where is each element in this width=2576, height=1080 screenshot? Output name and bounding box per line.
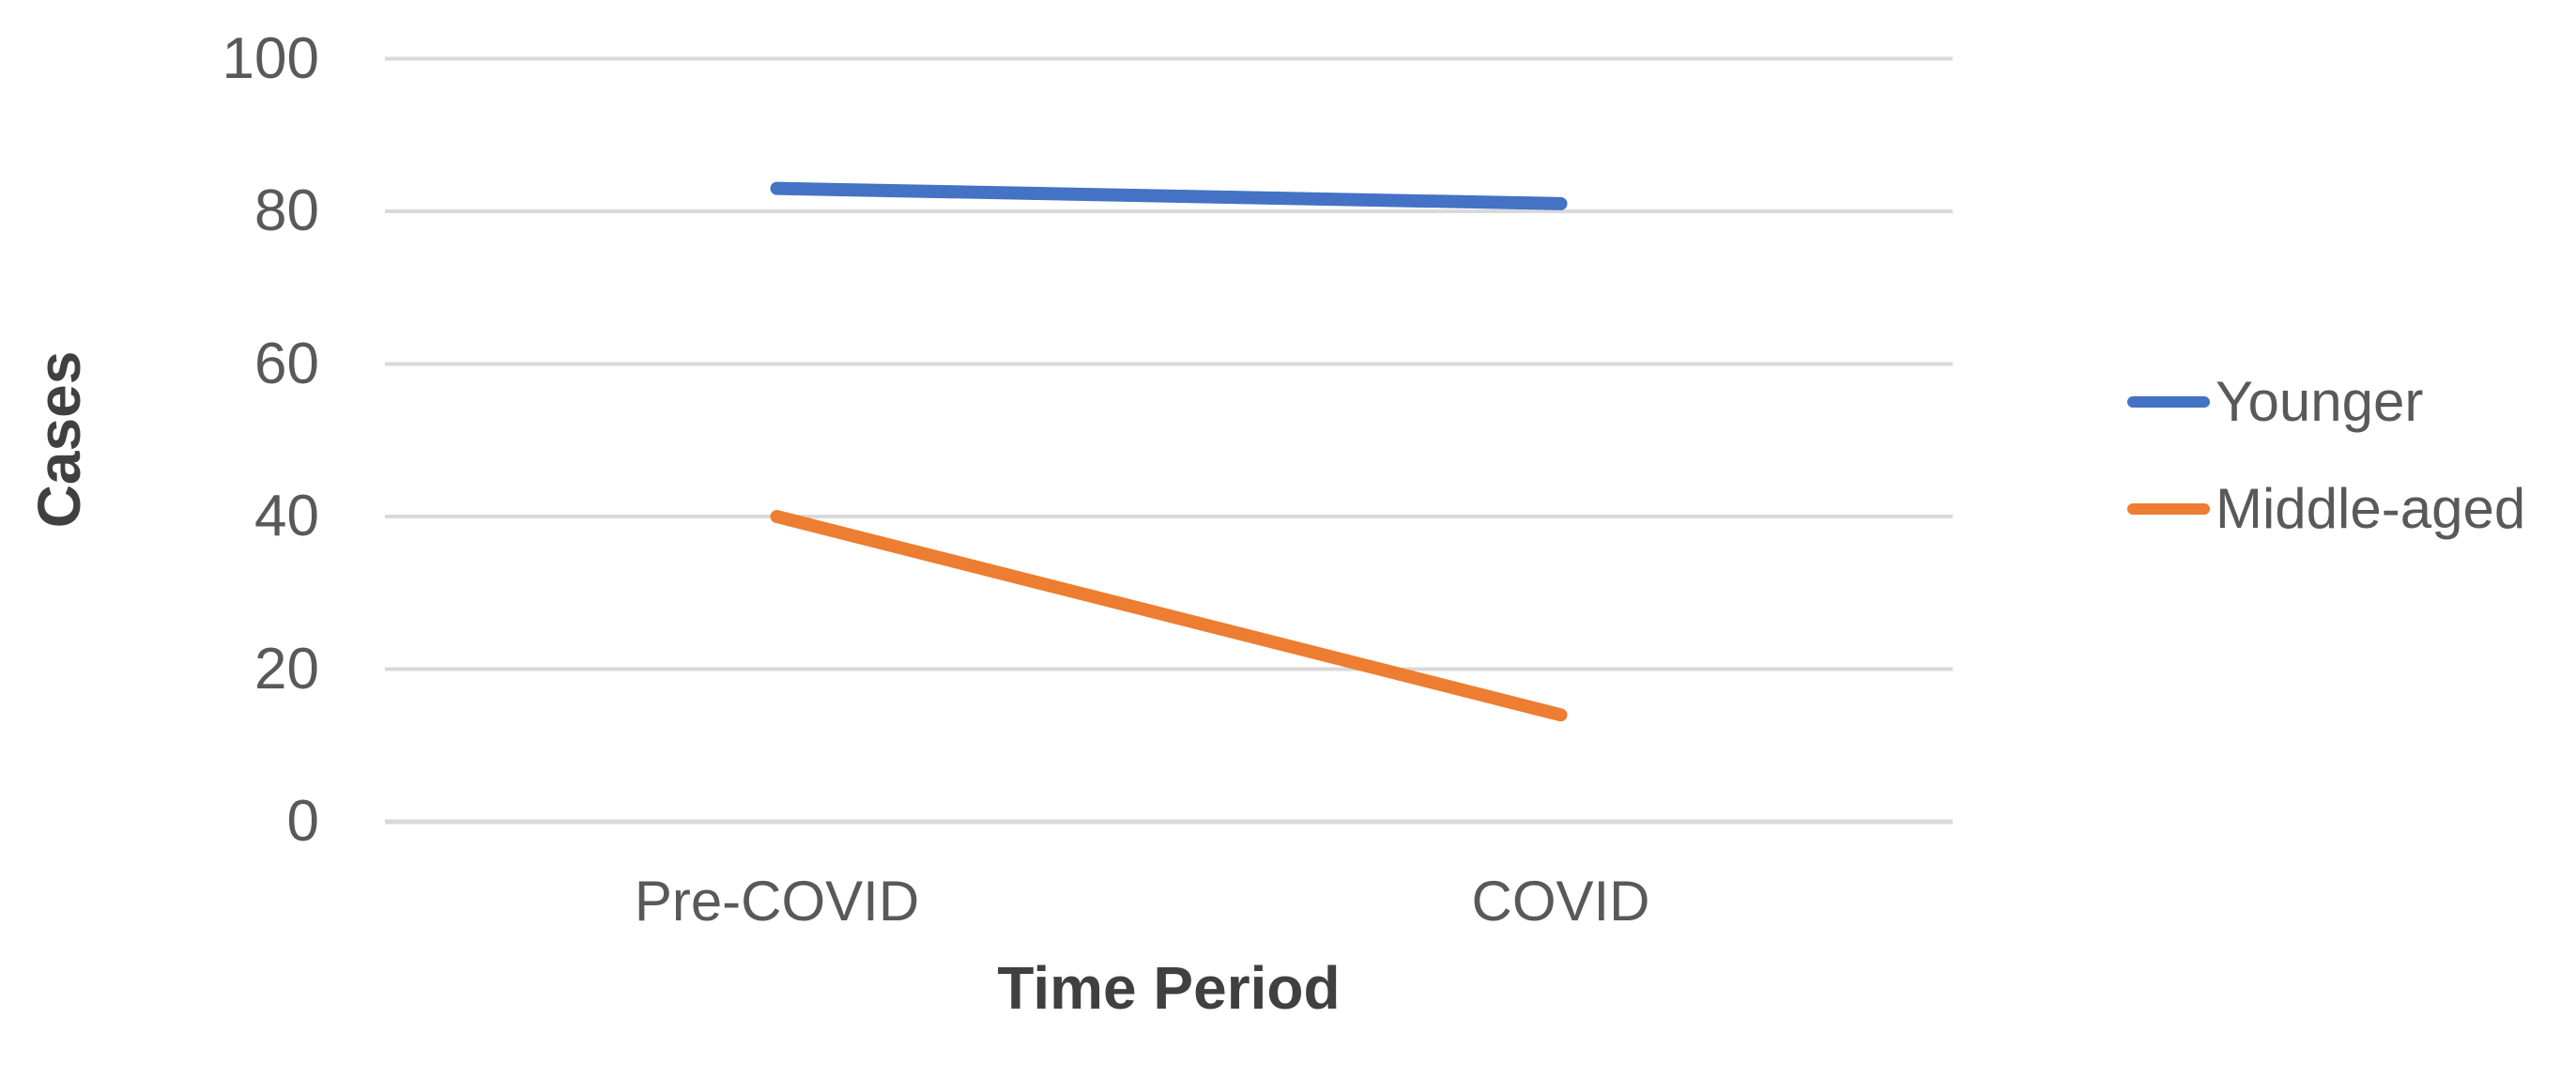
legend-label: Middle-aged [2216,477,2526,540]
y-tick-label-80: 80 [254,178,319,243]
y-axis-title: Cases [25,350,93,529]
legend-swatch-middle-aged [2127,503,2210,515]
x-axis-title: Time Period [997,954,1341,1022]
series-line-middle-aged [770,510,1568,722]
legend-item-younger: Younger [2127,374,2423,430]
x-category-label-covid: COVID [1471,870,1650,933]
legend-swatch-younger [2127,396,2210,408]
y-tick-label-60: 60 [254,331,319,396]
series-line-younger [770,181,1568,210]
legend-item-middle-aged: Middle-aged [2127,481,2525,537]
y-tick-label-0: 0 [286,789,319,854]
legend-label: Younger [2216,370,2424,433]
y-tick-label-100: 100 [222,25,319,91]
y-tick-label-40: 40 [254,484,319,548]
y-tick-label-20: 20 [254,636,319,702]
x-category-label-pre-covid: Pre-COVID [634,870,920,933]
